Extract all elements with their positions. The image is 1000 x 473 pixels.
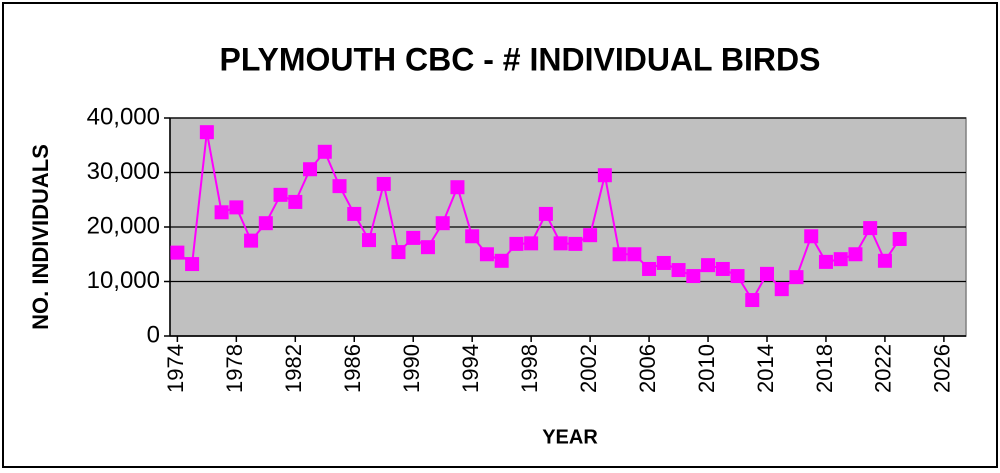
x-tick-label: 2022 (871, 344, 896, 393)
chart-title: PLYMOUTH CBC - # INDIVIDUAL BIRDS (220, 41, 821, 77)
data-point (818, 254, 833, 269)
data-point (789, 270, 804, 285)
data-point (450, 180, 465, 195)
data-point (877, 253, 892, 268)
x-tick-label: 2026 (930, 344, 955, 393)
data-point (804, 229, 819, 244)
x-tick-label: 2002 (576, 344, 601, 393)
data-point (273, 187, 288, 202)
data-point (479, 247, 494, 262)
data-point (642, 261, 657, 276)
data-point (376, 176, 391, 191)
data-point (420, 240, 435, 255)
x-tick-label: 2006 (635, 344, 660, 393)
data-point (303, 162, 318, 177)
data-point (258, 216, 273, 231)
x-tick-label: 1974 (163, 344, 188, 393)
data-point (170, 245, 185, 260)
x-tick-label: 2010 (694, 344, 719, 393)
data-point (833, 252, 848, 267)
data-point (509, 236, 524, 251)
data-point (362, 233, 376, 248)
data-point (185, 257, 200, 272)
data-point (538, 206, 553, 221)
data-point (435, 216, 450, 231)
y-tick-label: 10,000 (87, 267, 160, 294)
y-axis-label: NO. INDIVIDUALS (28, 144, 53, 330)
data-point (524, 236, 539, 251)
y-tick-label: 20,000 (87, 212, 160, 239)
x-tick-label: 2014 (753, 344, 778, 393)
data-point (568, 236, 583, 251)
data-point (465, 229, 480, 244)
data-point (730, 269, 745, 284)
data-point (774, 282, 789, 297)
data-point (701, 258, 716, 273)
data-point (583, 228, 598, 243)
data-point (848, 247, 863, 262)
data-point (656, 255, 671, 270)
data-point (627, 247, 642, 262)
data-point (229, 200, 244, 215)
data-point (612, 247, 627, 262)
data-point (686, 269, 701, 284)
data-point (553, 236, 568, 251)
data-point (391, 245, 406, 260)
data-point (332, 179, 347, 194)
y-tick-label: 0 (147, 321, 160, 348)
data-point (288, 194, 303, 209)
x-tick-label: 1982 (281, 344, 306, 393)
x-tick-label: 1998 (517, 344, 542, 393)
data-point (406, 230, 421, 245)
x-tick-label: 2018 (812, 344, 837, 393)
data-point (745, 293, 760, 308)
data-point (671, 263, 686, 278)
data-point (760, 266, 774, 281)
data-point (892, 231, 907, 246)
data-point (597, 168, 612, 183)
data-point (494, 253, 509, 268)
x-axis-label: YEAR (542, 426, 598, 448)
data-point (863, 221, 878, 236)
x-tick-label: 1990 (399, 344, 424, 393)
data-point (347, 206, 362, 221)
y-tick-label: 40,000 (87, 103, 160, 130)
x-tick-label: 1978 (222, 344, 247, 393)
data-point (715, 261, 730, 276)
y-tick-label: 30,000 (87, 158, 160, 185)
x-tick-label: 1986 (340, 344, 365, 393)
data-point (214, 205, 229, 220)
data-point (199, 125, 214, 140)
data-point (244, 233, 259, 248)
data-point (317, 144, 332, 159)
x-tick-label: 1994 (458, 344, 483, 393)
